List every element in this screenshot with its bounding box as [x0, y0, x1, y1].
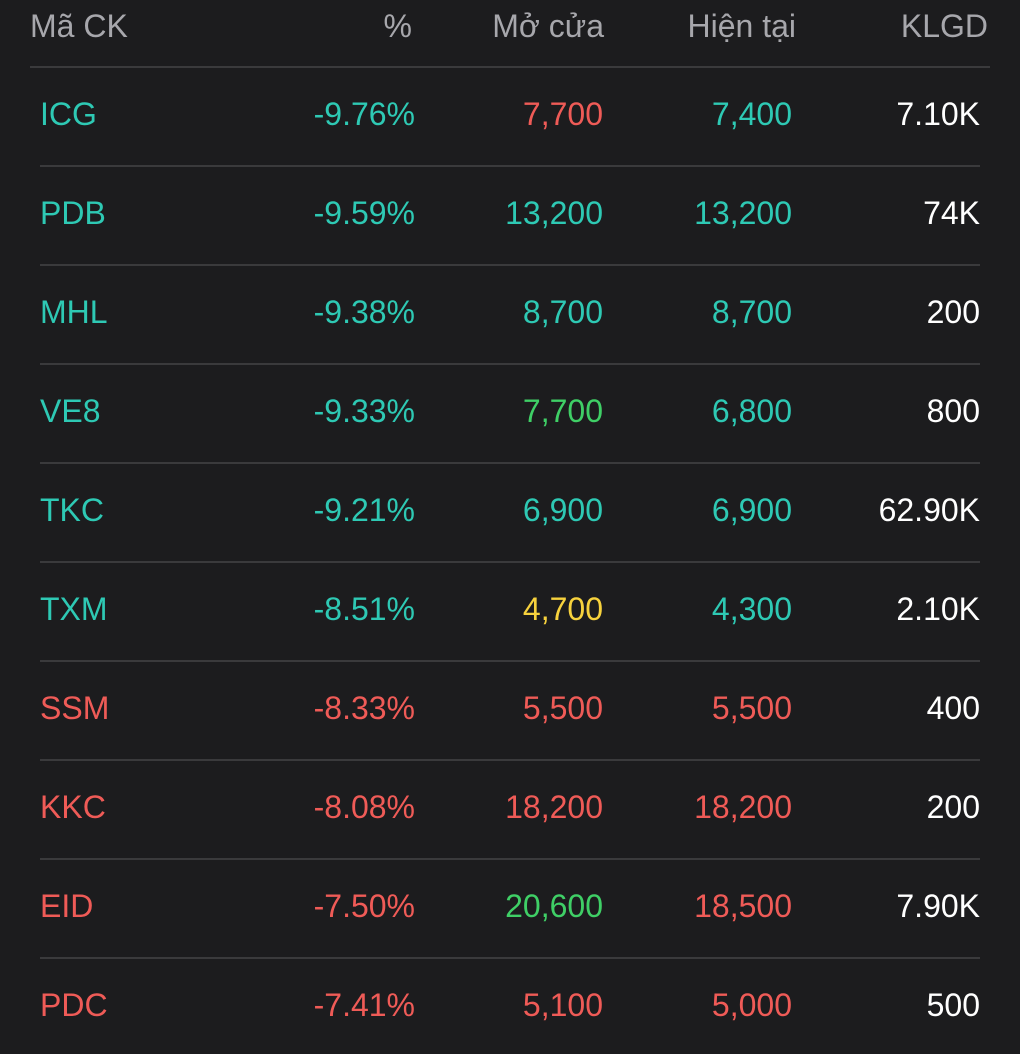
cell-symbol: MHL	[40, 294, 108, 330]
cell-current: 18,500	[694, 888, 792, 924]
table-header: Mã CK % Mở cửa Hiện tại KLGD	[30, 0, 990, 68]
cell-open: 13,200	[505, 195, 603, 231]
cell-open: 7,700	[522, 96, 603, 132]
cell-symbol: TKC	[40, 492, 104, 528]
table-row[interactable]: KKC -8.08% 18,200 18,200 200	[40, 761, 980, 860]
header-current[interactable]: Hiện tại	[687, 8, 797, 44]
cell-current: 8,700	[711, 294, 792, 330]
table-row[interactable]: PDC -7.41% 5,100 5,000 500	[40, 959, 980, 1054]
cell-current: 7,400	[711, 96, 792, 132]
cell-open: 20,600	[505, 888, 603, 924]
cell-percent: -9.59%	[313, 195, 415, 231]
cell-volume: 500	[926, 987, 980, 1023]
cell-open: 5,100	[522, 987, 603, 1023]
cell-percent: -8.33%	[313, 690, 415, 726]
cell-percent: -9.33%	[313, 393, 415, 429]
cell-percent: -7.41%	[313, 987, 415, 1023]
cell-open: 7,700	[522, 393, 603, 429]
table-row[interactable]: EID -7.50% 20,600 18,500 7.90K	[40, 860, 980, 959]
cell-symbol: SSM	[40, 690, 110, 726]
cell-symbol: ICG	[40, 96, 97, 132]
cell-open: 6,900	[522, 492, 603, 528]
cell-open: 18,200	[505, 789, 603, 825]
cell-current: 13,200	[694, 195, 792, 231]
header-symbol[interactable]: Mã CK	[30, 8, 128, 44]
cell-symbol: KKC	[40, 789, 106, 825]
cell-current: 6,900	[711, 492, 792, 528]
cell-symbol: VE8	[40, 393, 101, 429]
cell-current: 18,200	[694, 789, 792, 825]
cell-open: 8,700	[522, 294, 603, 330]
cell-volume: 800	[926, 393, 980, 429]
cell-current: 6,800	[711, 393, 792, 429]
cell-percent: -9.21%	[313, 492, 415, 528]
cell-current: 5,000	[711, 987, 792, 1023]
cell-open: 4,700	[522, 591, 603, 627]
cell-percent: -8.51%	[313, 591, 415, 627]
cell-percent: -7.50%	[313, 888, 415, 924]
cell-symbol: PDC	[40, 987, 108, 1023]
cell-current: 5,500	[711, 690, 792, 726]
table-row[interactable]: PDB -9.59% 13,200 13,200 74K	[40, 167, 980, 266]
header-open[interactable]: Mở cửa	[492, 8, 604, 44]
cell-percent: -9.76%	[313, 96, 415, 132]
cell-symbol: PDB	[40, 195, 106, 231]
cell-volume: 400	[926, 690, 980, 726]
cell-volume: 2.10K	[896, 591, 980, 627]
table-row[interactable]: VE8 -9.33% 7,700 6,800 800	[40, 365, 980, 464]
cell-current: 4,300	[711, 591, 792, 627]
table-row[interactable]: MHL -9.38% 8,700 8,700 200	[40, 266, 980, 365]
header-volume[interactable]: KLGD	[900, 8, 988, 44]
cell-volume: 74K	[923, 195, 980, 231]
cell-volume: 7.90K	[896, 888, 980, 924]
table-row[interactable]: SSM -8.33% 5,500 5,500 400	[40, 662, 980, 761]
cell-volume: 62.90K	[878, 492, 980, 528]
table-row[interactable]: TKC -9.21% 6,900 6,900 62.90K	[40, 464, 980, 563]
cell-symbol: TXM	[40, 591, 108, 627]
cell-percent: -8.08%	[313, 789, 415, 825]
cell-volume: 200	[926, 294, 980, 330]
cell-open: 5,500	[522, 690, 603, 726]
cell-percent: -9.38%	[313, 294, 415, 330]
header-percent[interactable]: %	[383, 8, 412, 44]
table-row[interactable]: ICG -9.76% 7,700 7,400 7.10K	[40, 68, 980, 167]
cell-symbol: EID	[40, 888, 94, 924]
cell-volume: 7.10K	[896, 96, 980, 132]
table-row[interactable]: TXM -8.51% 4,700 4,300 2.10K	[40, 563, 980, 662]
cell-volume: 200	[926, 789, 980, 825]
